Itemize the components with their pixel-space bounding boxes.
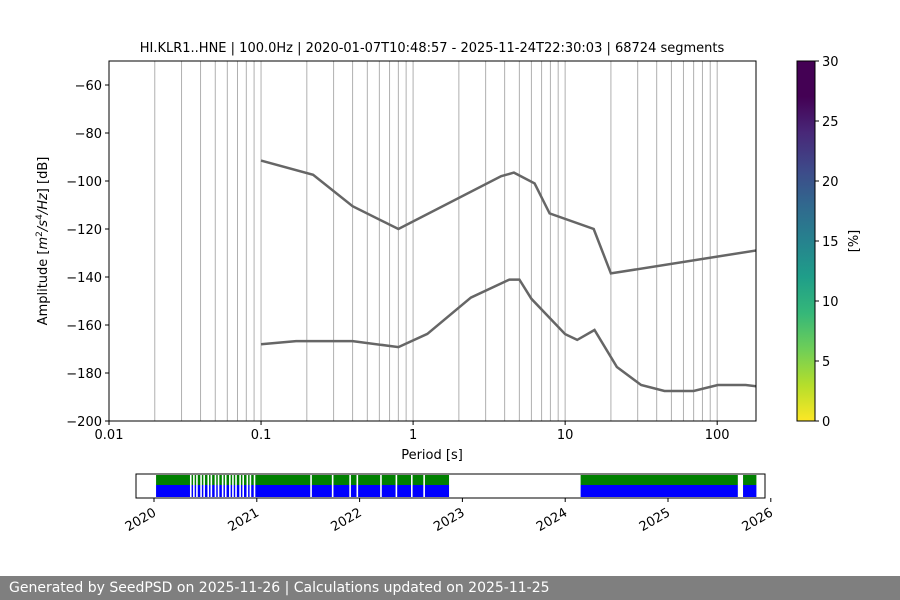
timeline-tick-label: 2022 (328, 505, 364, 535)
colorbar-ticks: 0 5 10 15 20 25 30 (815, 55, 839, 430)
data-gap (246, 475, 249, 497)
footer: Generated by SeedPSD on 2025-11-26 | Cal… (0, 576, 900, 600)
x-grid (108, 61, 718, 421)
colorbar-tick-label: 15 (822, 235, 839, 250)
plot-frame (108, 60, 757, 422)
nhnm-curve (260, 159, 756, 275)
colorbar-tick-label: 30 (822, 55, 839, 70)
y-tick-label: −180 (66, 367, 102, 382)
y-tick-label: −120 (66, 223, 102, 238)
data-gap (331, 475, 334, 497)
processed-bar (156, 485, 450, 497)
data-gap (200, 475, 202, 497)
data-gap (395, 475, 398, 497)
data-gap (221, 475, 224, 497)
data-gap (196, 475, 198, 497)
data-gap (232, 475, 234, 497)
y-tick-label: −140 (66, 271, 102, 286)
y-tick-label: −80 (75, 127, 102, 142)
figure: HI.KLR1..HNE | 100.0Hz | 2020-01-07T10:4… (35, 41, 862, 535)
data-gap (310, 475, 312, 497)
processed-bar (580, 485, 738, 497)
availability-bar (743, 475, 757, 485)
colorbar-label: [%] (847, 230, 862, 253)
data-gap (737, 475, 740, 497)
timeline-tick-label: 2020 (123, 505, 159, 535)
processed-bar (743, 485, 757, 497)
x-tick-label: 100 (705, 428, 730, 443)
y-axis: −200 −180 −160 −140 −120 −100 −80 −60 (66, 79, 109, 430)
colorbar-tick-label: 0 (822, 415, 830, 430)
nlnm-curve (260, 278, 756, 393)
y-axis-label: Amplitude [m2/s4/Hz] [dB] (35, 157, 51, 326)
data-gap (253, 475, 256, 497)
availability-bar (580, 475, 738, 485)
y-tick-label: −100 (66, 175, 102, 190)
data-gap (235, 475, 237, 497)
data-gap (203, 475, 205, 497)
timeline-tick-label: 2025 (637, 505, 673, 535)
x-axis: 0.01 0.1 1 10 100 (95, 421, 730, 443)
x-tick-label: 10 (557, 428, 574, 443)
y-tick-label: −160 (66, 319, 102, 334)
data-gap (349, 475, 351, 497)
timeline-axis: 2020 2021 2022 2023 2024 2025 2026 (123, 498, 776, 535)
data-gap (380, 475, 382, 497)
timeline-tick-label: 2023 (431, 505, 467, 535)
colorbar-tick-label: 5 (822, 355, 830, 370)
data-gap (411, 475, 413, 497)
x-axis-label: Period [s] (401, 448, 463, 463)
y-tick-label: −200 (66, 415, 102, 430)
colorbar-tick-label: 20 (822, 175, 839, 190)
timeline-tick-label: 2026 (740, 505, 776, 535)
colorbar-tick-label: 10 (822, 295, 839, 310)
data-gap (239, 475, 241, 497)
data-gap (210, 475, 213, 497)
data-gap (189, 475, 192, 497)
colorbar (796, 60, 816, 422)
data-gap (423, 475, 425, 497)
reference-curves (260, 159, 756, 393)
availability-bar (156, 475, 450, 485)
x-tick-label: 0.01 (95, 428, 124, 443)
chart-title: HI.KLR1..HNE | 100.0Hz | 2020-01-07T10:4… (140, 41, 725, 56)
data-gap (193, 475, 195, 497)
x-tick-label: 1 (409, 428, 417, 443)
y-tick-label: −60 (75, 79, 102, 94)
data-gap (356, 475, 359, 497)
data-gap (224, 475, 227, 497)
colorbar-tick-label: 25 (822, 115, 839, 130)
data-gap (207, 475, 210, 497)
data-gap (242, 475, 245, 497)
data-gap (217, 475, 220, 497)
data-gap (229, 475, 231, 497)
timeline-tick-label: 2024 (534, 505, 570, 535)
data-gap (249, 475, 252, 497)
data-gap (214, 475, 217, 497)
x-tick-label: 0.1 (251, 428, 272, 443)
timeline-tick-label: 2021 (226, 505, 262, 535)
availability-timeline (156, 475, 757, 497)
